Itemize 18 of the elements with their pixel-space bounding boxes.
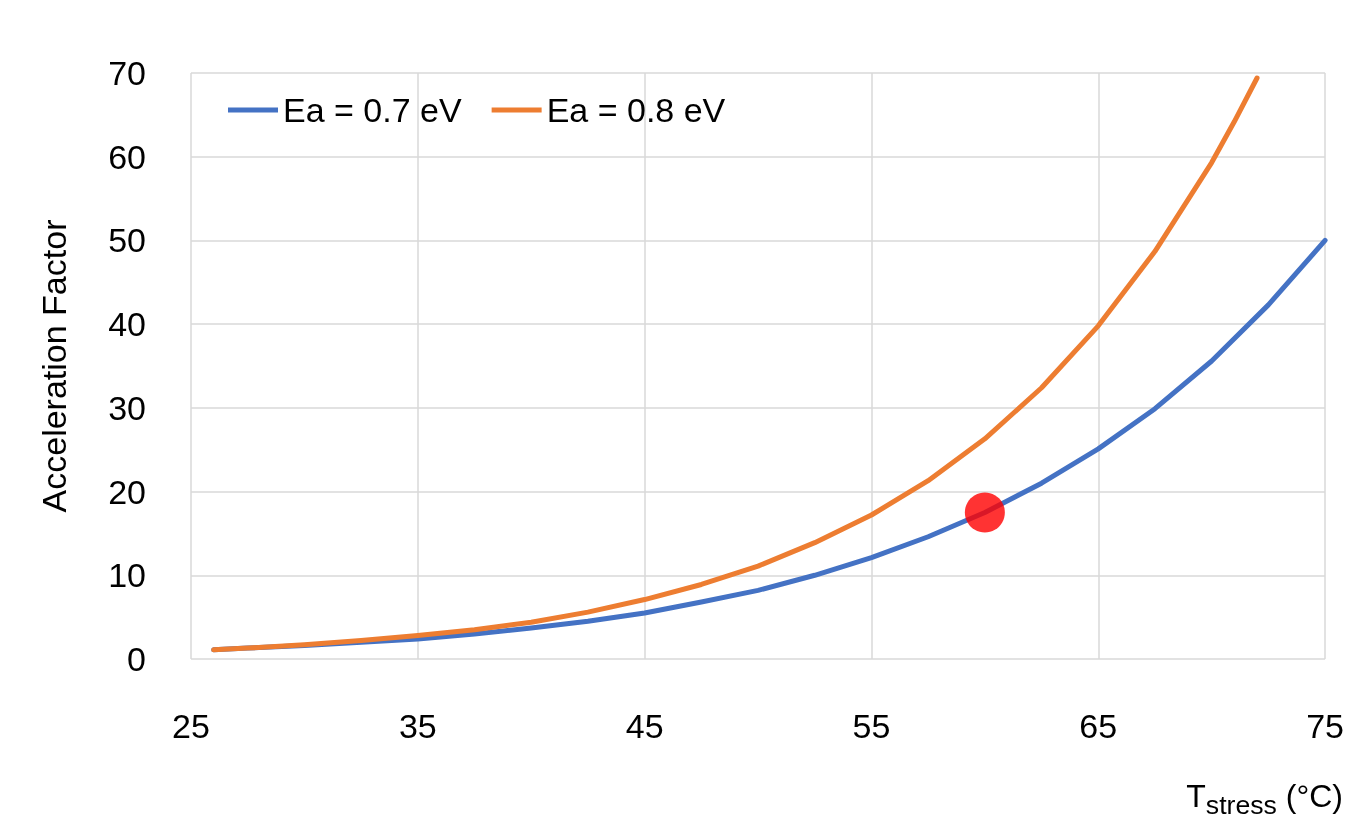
legend-label: Ea = 0.8 eV <box>546 91 726 129</box>
x-axis-title: T$_{stress}$ (°C) <box>1186 778 1343 822</box>
x-tick-label: 75 <box>1306 707 1344 745</box>
y-axis-title: Acceleration Factor <box>35 219 73 513</box>
y-tick-label: 0 <box>127 640 146 678</box>
x-tick-label: 45 <box>625 707 664 745</box>
y-tick-label: 10 <box>108 556 146 595</box>
x-tick-label: 65 <box>1079 707 1118 745</box>
y-tick-label: 40 <box>108 305 146 344</box>
y-tick-label: 50 <box>108 221 146 260</box>
x-tick-label: 25 <box>172 707 210 745</box>
y-tick-label: 30 <box>108 388 146 427</box>
x-tick-label: 35 <box>398 707 437 745</box>
y-tick-label: 60 <box>108 137 146 176</box>
x-tick-label: 55 <box>852 707 891 745</box>
y-tick-label: 70 <box>108 54 146 92</box>
y-tick-label: 20 <box>108 472 146 511</box>
legend-label: Ea = 0.7 eV <box>283 91 462 129</box>
